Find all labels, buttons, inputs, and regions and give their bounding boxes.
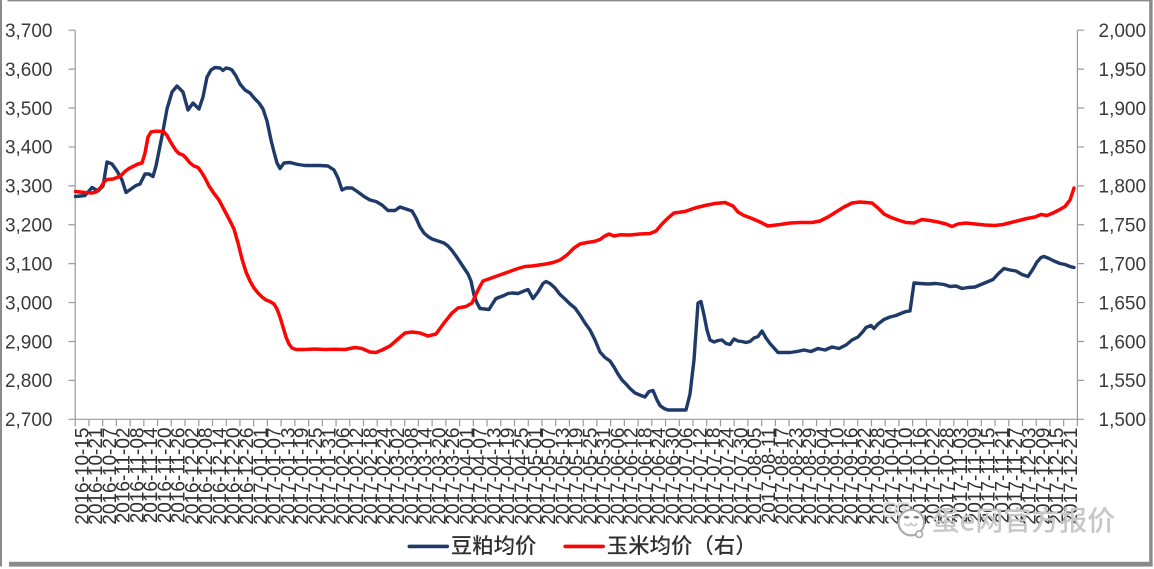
- svg-text:2017-09-22: 2017-09-22: [855, 428, 876, 525]
- svg-text:2017-12-09: 2017-12-09: [1034, 428, 1055, 525]
- svg-text:2017-03-02: 2017-03-02: [388, 428, 409, 525]
- svg-text:2017-09-16: 2017-09-16: [841, 428, 862, 525]
- svg-text:1,800: 1,800: [1099, 177, 1147, 198]
- svg-text:2017-09-04: 2017-09-04: [814, 427, 835, 525]
- svg-text:1,650: 1,650: [1099, 293, 1147, 314]
- svg-text:2017-07-06: 2017-07-06: [677, 428, 698, 525]
- svg-text:2017-09-10: 2017-09-10: [828, 428, 849, 525]
- svg-text:2017-07-12: 2017-07-12: [690, 428, 711, 525]
- svg-text:1,550: 1,550: [1099, 371, 1147, 392]
- svg-text:2017-02-06: 2017-02-06: [333, 428, 354, 525]
- svg-text:2017-06-24: 2017-06-24: [649, 427, 670, 525]
- svg-text:2017-02-12: 2017-02-12: [347, 428, 368, 525]
- svg-text:2017-07-24: 2017-07-24: [718, 427, 739, 525]
- svg-text:2017-01-19: 2017-01-19: [292, 428, 313, 525]
- svg-text:2017-10-28: 2017-10-28: [937, 428, 958, 525]
- svg-text:2017-01-25: 2017-01-25: [306, 428, 327, 525]
- svg-text:2017-06-06: 2017-06-06: [608, 428, 629, 525]
- svg-text:2017-10-04: 2017-10-04: [883, 427, 904, 525]
- svg-text:2,800: 2,800: [5, 371, 53, 392]
- svg-text:2017-02-18: 2017-02-18: [361, 428, 382, 525]
- svg-text:2017-05-19: 2017-05-19: [567, 428, 588, 525]
- svg-text:2016-11-08: 2016-11-08: [127, 428, 148, 524]
- svg-text:2017-01-31: 2017-01-31: [320, 428, 341, 525]
- svg-text:2017-05-01: 2017-05-01: [526, 428, 547, 525]
- svg-text:2017-05-25: 2017-05-25: [580, 428, 601, 525]
- svg-text:2017-06-12: 2017-06-12: [622, 428, 643, 525]
- svg-text:2017-12-21: 2017-12-21: [1061, 428, 1082, 525]
- svg-text:2017-03-08: 2017-03-08: [402, 428, 423, 525]
- svg-text:1,950: 1,950: [1099, 60, 1147, 81]
- svg-text:2016-12-02: 2016-12-02: [182, 428, 203, 525]
- svg-text:3,100: 3,100: [5, 255, 53, 276]
- svg-text:2016-11-26: 2016-11-26: [169, 428, 190, 524]
- svg-text:2,900: 2,900: [5, 332, 53, 353]
- svg-text:1,600: 1,600: [1099, 332, 1147, 353]
- svg-text:3,000: 3,000: [5, 293, 53, 314]
- svg-text:2017-10-10: 2017-10-10: [896, 428, 917, 525]
- svg-text:2017-04-07: 2017-04-07: [471, 428, 492, 525]
- svg-text:2017-07-30: 2017-07-30: [731, 428, 752, 525]
- svg-text:2017-04-25: 2017-04-25: [512, 428, 533, 525]
- svg-text:2017-12-03: 2017-12-03: [1020, 428, 1041, 525]
- svg-text:2017-12-15: 2017-12-15: [1047, 428, 1068, 525]
- svg-text:2017-05-07: 2017-05-07: [539, 428, 560, 525]
- svg-text:3,200: 3,200: [5, 216, 53, 237]
- svg-text:2017-01-01: 2017-01-01: [251, 428, 272, 525]
- svg-text:2016-10-15: 2016-10-15: [73, 428, 94, 525]
- svg-text:2017-08-29: 2017-08-29: [800, 428, 821, 525]
- svg-text:2017-04-01: 2017-04-01: [457, 428, 478, 525]
- svg-text:2017-05-13: 2017-05-13: [553, 428, 574, 525]
- svg-text:1,700: 1,700: [1099, 255, 1147, 276]
- svg-text:2017-08-11: 2017-08-11: [759, 428, 780, 524]
- svg-text:2017-01-13: 2017-01-13: [278, 428, 299, 525]
- svg-text:1,900: 1,900: [1099, 99, 1147, 120]
- svg-text:2016-12-08: 2016-12-08: [196, 428, 217, 525]
- svg-text:2017-11-21: 2017-11-21: [992, 428, 1013, 524]
- svg-text:2016-10-21: 2016-10-21: [86, 428, 107, 525]
- svg-text:2017-05-31: 2017-05-31: [594, 428, 615, 525]
- svg-text:3,400: 3,400: [5, 138, 53, 159]
- svg-text:2017-01-07: 2017-01-07: [265, 428, 286, 525]
- svg-text:2016-12-14: 2016-12-14: [210, 427, 231, 525]
- svg-text:2016-11-02: 2016-11-02: [114, 428, 135, 524]
- svg-text:2017-10-22: 2017-10-22: [924, 428, 945, 525]
- svg-text:2017-08-23: 2017-08-23: [786, 428, 807, 525]
- svg-text:2016-11-14: 2016-11-14: [141, 427, 162, 523]
- svg-text:2017-03-14: 2017-03-14: [416, 427, 437, 525]
- svg-text:2017-06-30: 2017-06-30: [663, 428, 684, 525]
- svg-text:3,500: 3,500: [5, 99, 53, 120]
- svg-text:2017-04-13: 2017-04-13: [484, 428, 505, 525]
- svg-text:3,600: 3,600: [5, 60, 53, 81]
- svg-text:2017-10-16: 2017-10-16: [910, 428, 931, 525]
- svg-text:2016-11-20: 2016-11-20: [155, 428, 176, 524]
- svg-text:1,750: 1,750: [1099, 216, 1147, 237]
- svg-text:2,000: 2,000: [1099, 21, 1147, 42]
- svg-text:3,700: 3,700: [5, 21, 53, 42]
- svg-text:3,300: 3,300: [5, 177, 53, 198]
- svg-text:2017-03-20: 2017-03-20: [429, 428, 450, 525]
- svg-text:2017-06-18: 2017-06-18: [635, 428, 656, 525]
- svg-text:2016-12-20: 2016-12-20: [224, 428, 245, 525]
- svg-text:1,500: 1,500: [1099, 410, 1147, 431]
- svg-text:1,850: 1,850: [1099, 138, 1147, 159]
- svg-text:2017-09-28: 2017-09-28: [869, 428, 890, 525]
- svg-text:2017-08-05: 2017-08-05: [745, 428, 766, 525]
- svg-text:2017-11-27: 2017-11-27: [1006, 428, 1027, 524]
- svg-text:2017-04-19: 2017-04-19: [498, 428, 519, 525]
- svg-text:2016-12-26: 2016-12-26: [237, 428, 258, 525]
- svg-text:2017-07-18: 2017-07-18: [704, 428, 725, 525]
- svg-text:2,700: 2,700: [5, 410, 53, 431]
- svg-text:2017-11-09: 2017-11-09: [965, 428, 986, 524]
- svg-text:2017-11-03: 2017-11-03: [951, 428, 972, 524]
- svg-text:2017-11-15: 2017-11-15: [979, 428, 1000, 524]
- svg-text:2017-03-26: 2017-03-26: [443, 428, 464, 525]
- svg-text:2017-08-17: 2017-08-17: [773, 428, 794, 525]
- svg-text:2017-02-24: 2017-02-24: [375, 427, 396, 525]
- svg-text:2016-10-27: 2016-10-27: [100, 428, 121, 525]
